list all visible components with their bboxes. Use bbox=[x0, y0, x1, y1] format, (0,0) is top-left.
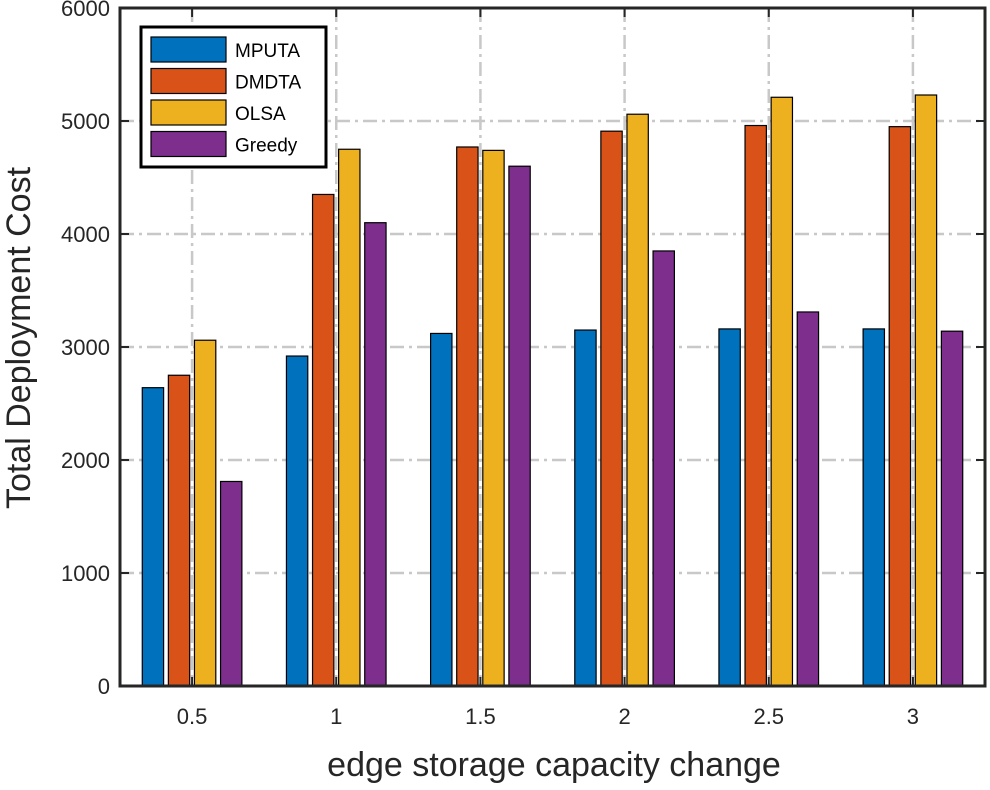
bar-dmdta-3 bbox=[888, 126, 912, 687]
legend-label-olsa: OLSA bbox=[235, 104, 286, 125]
x-tick-label: 2.5 bbox=[753, 704, 784, 729]
legend-swatch-olsa bbox=[150, 99, 227, 126]
x-tick-label: 0.5 bbox=[177, 704, 208, 729]
bar-dmdta-1 bbox=[311, 193, 335, 687]
axes-box bbox=[118, 6, 987, 688]
axes bbox=[118, 6, 987, 688]
bar-dmdta-0.5 bbox=[167, 374, 191, 687]
x-tick-label: 3 bbox=[907, 704, 919, 729]
y-tick-label: 6000 bbox=[61, 0, 110, 21]
y-tick-label: 4000 bbox=[61, 222, 110, 247]
legend-swatch-greedy bbox=[150, 130, 227, 158]
y-tick-label: 1000 bbox=[61, 561, 110, 586]
tick-labels: 0 1000 2000 3000 4000 5000 6000 0.5 1 1.5 2 2.5 3 bbox=[61, 0, 919, 729]
legend-label-dmdta: DMDTA bbox=[235, 73, 301, 94]
x-axis-label: edge storage capacity change bbox=[327, 746, 781, 784]
bars bbox=[141, 94, 964, 687]
bar-olsa-0.5 bbox=[193, 339, 217, 687]
bar-dmdta-1.5 bbox=[456, 146, 479, 687]
bar-mputa-2 bbox=[574, 329, 597, 687]
bar-greedy-0.5 bbox=[219, 480, 243, 687]
y-tick-label: 3000 bbox=[61, 335, 110, 360]
legend-swatch-mputa bbox=[150, 36, 227, 63]
y-axis-label: Total Deployment Cost bbox=[0, 166, 38, 509]
y-tick-label: 2000 bbox=[61, 448, 110, 473]
bar-olsa-1 bbox=[338, 148, 361, 687]
y-tick-label: 5000 bbox=[61, 109, 110, 134]
legend-swatch-dmdta bbox=[150, 67, 227, 95]
bar-mputa-1.5 bbox=[430, 332, 453, 687]
y-tick-label: 0 bbox=[98, 674, 110, 699]
bar-greedy-3 bbox=[940, 330, 964, 687]
legend-label-mputa: MPUTA bbox=[235, 41, 300, 62]
bar-mputa-0.5 bbox=[141, 387, 165, 687]
bar-olsa-2.5 bbox=[770, 96, 794, 687]
bar-mputa-1 bbox=[285, 355, 309, 687]
bar-mputa-3 bbox=[862, 328, 886, 687]
x-tick-label: 1.5 bbox=[465, 704, 496, 729]
bar-olsa-2 bbox=[626, 113, 649, 687]
x-tick-label: 2 bbox=[618, 704, 630, 729]
bar-olsa-3 bbox=[914, 94, 938, 687]
bar-mputa-2.5 bbox=[718, 328, 741, 687]
bar-dmdta-2.5 bbox=[744, 124, 767, 687]
bar-greedy-2.5 bbox=[796, 311, 820, 687]
bar-greedy-1.5 bbox=[508, 165, 531, 687]
bar-greedy-2 bbox=[652, 250, 675, 687]
legend: MPUTA DMDTA OLSA Greedy bbox=[139, 25, 328, 169]
bar-olsa-1.5 bbox=[482, 149, 505, 687]
legend-label-greedy: Greedy bbox=[235, 136, 298, 157]
bar-greedy-1 bbox=[364, 222, 387, 687]
bar-dmdta-2 bbox=[600, 130, 623, 687]
x-tick-label: 1 bbox=[330, 704, 342, 729]
